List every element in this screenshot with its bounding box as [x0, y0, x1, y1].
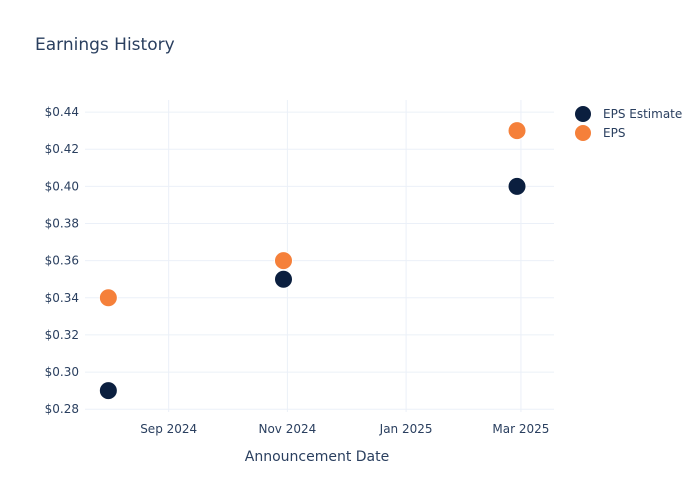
data-point[interactable] — [507, 176, 527, 196]
x-axis-ticks: Sep 2024 Nov 2024 Jan 2025 Mar 2025 — [140, 422, 549, 436]
data-points — [98, 121, 527, 401]
x-tick-label: Nov 2024 — [258, 422, 316, 436]
y-axis-ticks: $0.28 $0.30 $0.32 $0.34 $0.36 $0.38 $0.40 $0.42… — [45, 105, 79, 416]
x-tick-label: Jan 2025 — [379, 422, 433, 436]
legend-marker[interactable] — [575, 106, 591, 122]
y-tick-label: $0.44 — [45, 105, 79, 119]
y-tick-label: $0.30 — [45, 365, 79, 379]
y-tick-label: $0.40 — [45, 179, 79, 193]
x-axis-title: Announcement Date — [245, 449, 389, 465]
data-point[interactable] — [98, 288, 118, 308]
legend: EPS Estimate EPS — [575, 106, 682, 141]
data-point[interactable] — [273, 269, 293, 289]
grid — [85, 100, 554, 412]
x-tick-label: Mar 2025 — [492, 422, 549, 436]
legend-marker[interactable] — [575, 125, 591, 141]
y-tick-label: $0.32 — [45, 328, 79, 342]
data-point[interactable] — [273, 251, 293, 271]
y-tick-label: $0.28 — [45, 402, 79, 416]
y-tick-label: $0.42 — [45, 142, 79, 156]
chart-title: Earnings History — [35, 35, 175, 55]
y-tick-label: $0.38 — [45, 217, 79, 231]
y-tick-label: $0.34 — [45, 291, 79, 305]
data-point[interactable] — [98, 381, 118, 401]
y-tick-label: $0.36 — [45, 254, 79, 268]
legend-label[interactable]: EPS Estimate — [603, 107, 682, 121]
legend-label[interactable]: EPS — [603, 126, 625, 140]
data-point[interactable] — [507, 121, 527, 141]
x-tick-label: Sep 2024 — [140, 422, 197, 436]
